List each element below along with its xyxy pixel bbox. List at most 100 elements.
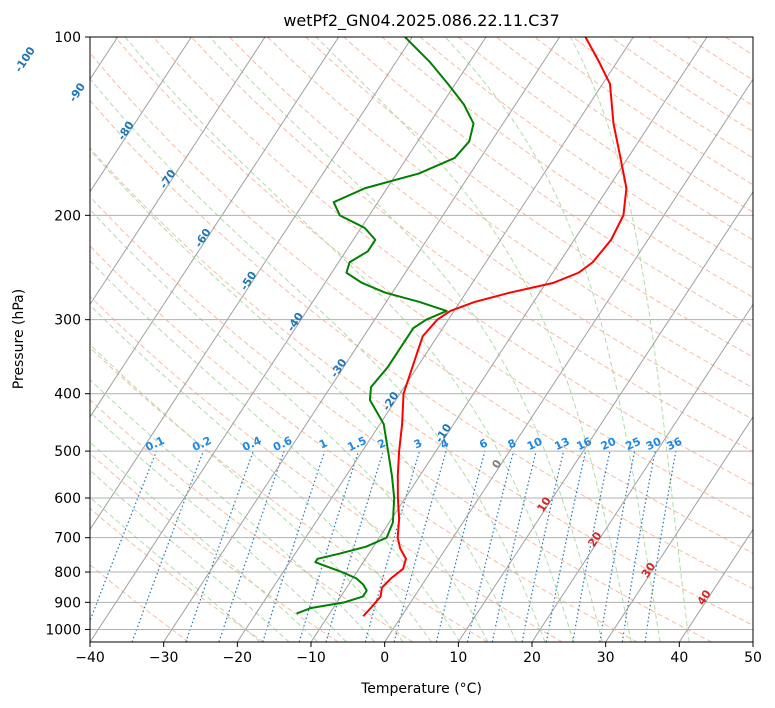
- moist-adiabat: [90, 343, 404, 642]
- dry-adiabat: [114, 37, 753, 520]
- mixing-ratio-label: 36: [665, 435, 685, 453]
- moist-adiabat: [315, 37, 632, 642]
- dry-adiabat: [724, 37, 753, 56]
- isotherm-line: [531, 303, 753, 642]
- dry-adiabat: [381, 37, 753, 298]
- isotherm-line: [90, 37, 340, 418]
- moist-adiabat: [90, 469, 290, 642]
- dry-adiabat: [90, 564, 190, 642]
- dry-adiabat: [457, 37, 753, 241]
- x-tick-label: −20: [223, 650, 253, 666]
- y-tick-label: 400: [54, 387, 81, 403]
- moist-adiabat: [90, 208, 489, 642]
- isotherm-line: [678, 528, 753, 642]
- y-axis-label: Pressure (hPa): [11, 289, 27, 389]
- dry-adiabat: [229, 37, 753, 420]
- mixing-ratio-line: [131, 450, 204, 642]
- pressure-gridlines: [90, 37, 753, 630]
- y-tick-label: 600: [54, 491, 81, 507]
- adiabat-label: 20: [585, 529, 604, 549]
- dry-adiabat: [90, 245, 638, 642]
- y-tick-label: 100: [54, 30, 81, 46]
- mixing-ratio-line: [491, 450, 537, 642]
- isotherm-label: -50: [238, 269, 260, 293]
- mixing-ratio-line: [545, 450, 587, 642]
- dewpoint-profile-line: [296, 37, 475, 615]
- moist-adiabat: [90, 411, 347, 642]
- x-tick-label: 50: [744, 650, 762, 666]
- y-tick-label: 300: [54, 313, 81, 329]
- mixing-ratio-line: [262, 450, 326, 642]
- isotherm-line: [752, 641, 753, 642]
- y-tick-label: 200: [54, 208, 81, 224]
- x-tick-label: 0: [380, 650, 389, 666]
- dry-adiabat: [305, 37, 753, 358]
- dry-adiabat: [686, 37, 753, 81]
- dry-adiabat: [90, 147, 753, 626]
- mixing-ratio-lines: [90, 450, 677, 642]
- mixing-ratio-label: 3: [412, 436, 424, 451]
- x-tick-label: −30: [149, 650, 179, 666]
- mixing-ratio-label: 4: [438, 436, 451, 451]
- dry-adiabat: [267, 37, 753, 389]
- moist-adiabat: [209, 37, 603, 642]
- moist-adiabat: [570, 37, 690, 642]
- mixing-ratio-line: [393, 450, 447, 642]
- dry-adiabat: [343, 37, 753, 328]
- mixing-ratio-line: [90, 450, 158, 623]
- adiabat-label: 30: [639, 560, 658, 580]
- sounding-series: [296, 37, 628, 617]
- y-axis-ticks: 100 200 300 400 500 600 700 800 900 1000: [45, 30, 90, 638]
- isotherm-label: -60: [192, 226, 214, 250]
- dry-adiabat: [90, 346, 488, 642]
- mixing-ratio-line: [218, 450, 285, 642]
- x-axis-label: Temperature (°C): [360, 681, 482, 697]
- mixing-ratio-line: [364, 450, 421, 642]
- isotherm-line: [457, 190, 753, 642]
- y-tick-label: 1000: [45, 622, 81, 638]
- y-tick-label: 500: [54, 444, 81, 460]
- isotherm-line: [605, 415, 753, 642]
- isotherm-label: -100: [12, 44, 38, 74]
- dry-adiabat: [572, 37, 753, 159]
- moist-adiabat: [90, 379, 376, 642]
- isotherm-line: [90, 37, 487, 642]
- dry-adiabat: [90, 52, 753, 554]
- moist-adiabat: [90, 259, 461, 642]
- adiabat-label: 10: [535, 494, 554, 514]
- moist-adiabat: [90, 149, 517, 642]
- plot-area: [90, 37, 753, 642]
- isotherm-line: [90, 37, 266, 306]
- adiabat-label: 40: [695, 587, 714, 607]
- x-axis-ticks: −40 −30 −20 −10 0 10 20 30 40 50: [75, 642, 762, 666]
- x-tick-label: 40: [670, 650, 688, 666]
- isotherm-line: [384, 78, 753, 642]
- mixing-ratio-label: 16: [574, 435, 594, 453]
- isotherm-lines: [90, 37, 753, 642]
- mixing-ratio-label: 20: [599, 435, 619, 453]
- isotherm-line: [310, 37, 708, 642]
- plot-frame: [89, 36, 754, 643]
- isotherm-line: [90, 37, 192, 193]
- dry-adiabat-lines: [90, 37, 753, 642]
- isotherm-label: -40: [284, 310, 306, 334]
- moist-adiabat: [90, 304, 432, 642]
- mixing-ratio-line: [466, 450, 515, 642]
- y-tick-label: 700: [54, 531, 81, 547]
- mixing-ratio-line: [435, 450, 486, 642]
- mixing-ratio-line: [644, 450, 677, 642]
- moist-adiabat: [90, 496, 261, 642]
- moist-adiabat-lines: [90, 37, 690, 642]
- y-tick-label: 800: [54, 565, 81, 581]
- moist-adiabat: [124, 37, 575, 642]
- x-tick-label: −40: [75, 650, 105, 666]
- chart-title: wetPf2_GN04.2025.086.22.11.C37: [283, 11, 559, 31]
- dry-adiabat: [90, 507, 264, 642]
- moist-adiabat: [90, 441, 319, 642]
- mixing-ratio-line: [325, 450, 384, 642]
- dry-adiabat: [90, 295, 563, 642]
- x-tick-label: 30: [597, 650, 615, 666]
- isotherm-label: -20: [380, 389, 402, 413]
- x-tick-label: −10: [296, 650, 326, 666]
